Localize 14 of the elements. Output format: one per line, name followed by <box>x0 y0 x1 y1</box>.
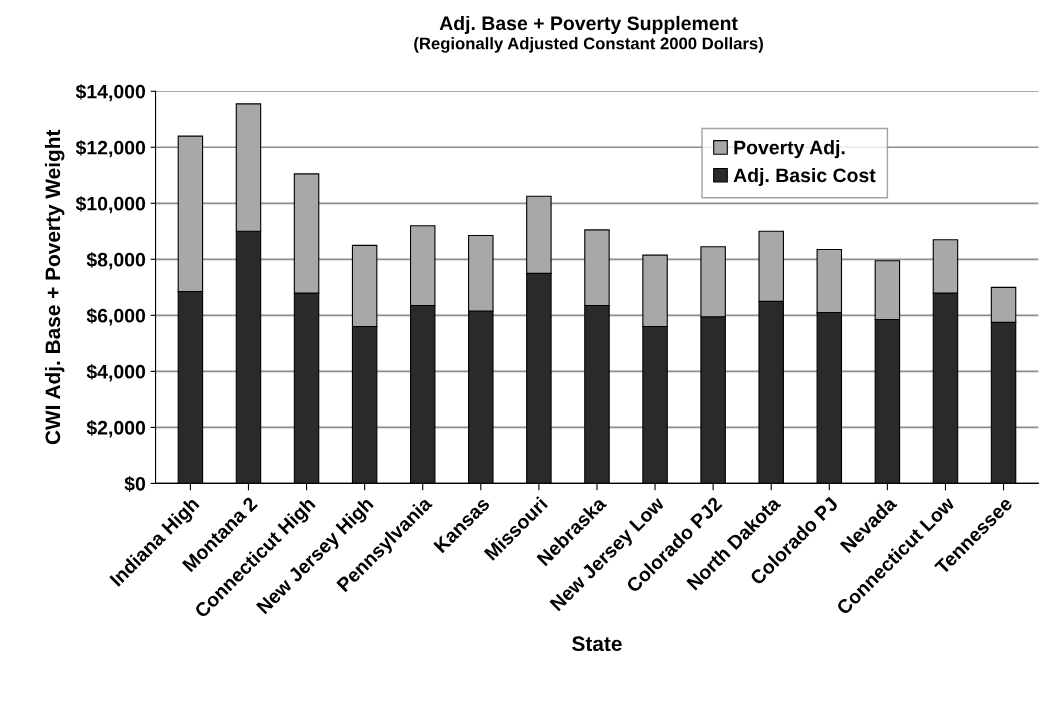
y-tick-label: $0 <box>124 476 146 492</box>
chart-title: Adj. Base + Poverty Supplement <box>439 15 738 35</box>
y-tick-label: $6,000 <box>86 307 146 326</box>
y-tick-label: $14,000 <box>75 83 146 102</box>
y-tick-label: $10,000 <box>75 195 146 214</box>
chart-subtitle: (Regionally Adjusted Constant 2000 Dollars) <box>414 37 763 53</box>
y-tick-label: $8,000 <box>86 251 146 270</box>
y-axis-title: CWI Adj. Base + Poverty Weight <box>44 129 65 445</box>
y-tick-label: $4,000 <box>86 363 146 382</box>
legend-label: Adj. Basic Cost <box>733 167 876 187</box>
x-axis-title: State <box>572 636 622 652</box>
y-tick-label: $12,000 <box>75 139 146 158</box>
legend-label: Poverty Adj. <box>734 140 845 159</box>
y-tick-label: $2,000 <box>86 420 146 438</box>
